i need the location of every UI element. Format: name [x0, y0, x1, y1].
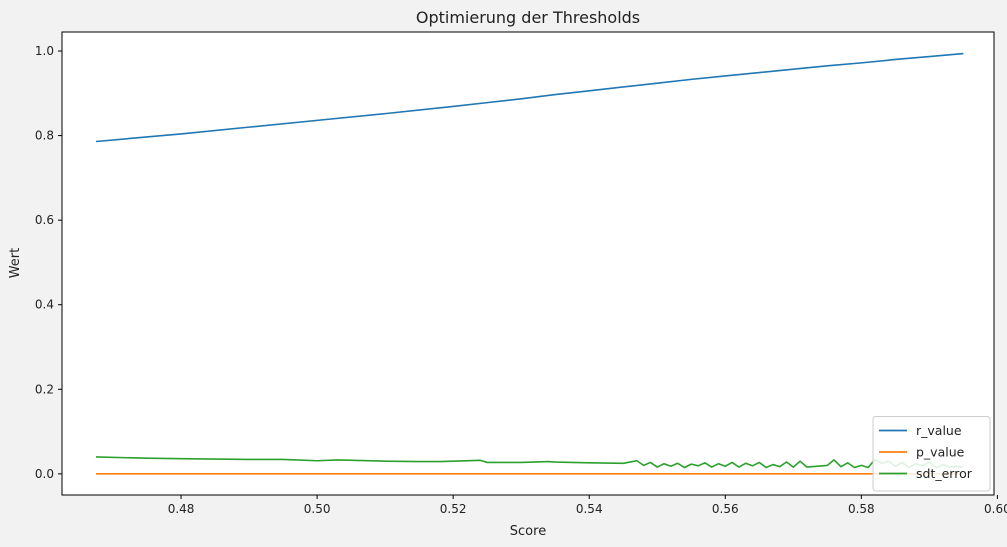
legend-label-sdt-error: sdt_error: [916, 466, 973, 481]
y-tick-label: 0.4: [35, 298, 54, 312]
y-tick-label: 1.0: [35, 44, 54, 58]
plot-frame: [61, 31, 995, 496]
y-axis-title: Wert: [8, 248, 23, 279]
y-tick-label: 0.0: [35, 467, 54, 481]
x-axis-title: Score: [510, 524, 546, 539]
x-tick-label: 0.48: [168, 502, 195, 516]
y-tick-label: 0.2: [35, 382, 54, 396]
x-tick-label: 0.56: [712, 502, 739, 516]
x-tick-label: 0.54: [576, 502, 603, 516]
plot-area: [62, 32, 994, 495]
legend: r_value p_value sdt_error: [872, 416, 991, 492]
legend-label-r-value: r_value: [916, 423, 962, 438]
legend-label-p-value: p_value: [916, 445, 965, 460]
x-tick-label: 0.50: [304, 502, 331, 516]
chart-title: Optimierung der Thresholds: [416, 8, 640, 27]
x-tick-label: 0.60: [984, 502, 1007, 516]
series-line-r-value: [95, 52, 964, 143]
y-tick-label: 0.6: [35, 213, 54, 227]
y-tick-label: 0.8: [35, 129, 54, 143]
x-tick-label: 0.58: [848, 502, 875, 516]
x-tick-label: 0.52: [440, 502, 467, 516]
ticks-layer: 0.48 0.50 0.52 0.54 0.56 0.58 0.60 0.0 0.2 0.4 0.6…: [35, 44, 1007, 516]
legend-box: [872, 416, 991, 492]
